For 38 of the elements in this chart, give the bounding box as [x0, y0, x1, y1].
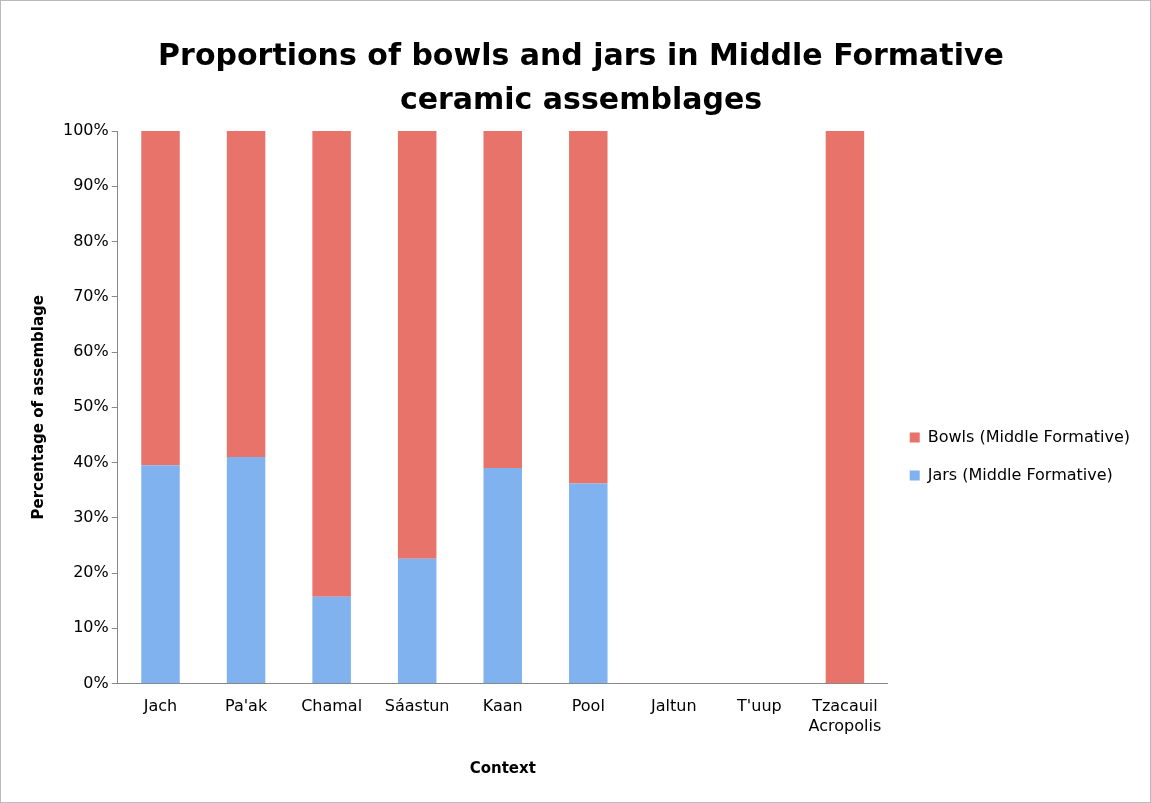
- y-tick-label: 10%: [73, 617, 109, 637]
- bar: [569, 483, 608, 684]
- y-tick-label: 20%: [73, 562, 109, 582]
- bar: [226, 131, 266, 458]
- y-tick-label: 50%: [73, 396, 109, 416]
- x-axis-title: Context: [469, 758, 536, 777]
- bar: [825, 131, 865, 684]
- y-tick-label: 40%: [73, 451, 109, 471]
- y-tick-label: 60%: [73, 341, 109, 361]
- bar: [141, 465, 180, 684]
- chart-title: Proportions of bowls and jars in Middle Formative ceramic assemblages: [157, 36, 1005, 118]
- y-tick-label: 100%: [62, 120, 109, 140]
- bar: [312, 596, 351, 684]
- y-tick-label: 90%: [73, 175, 109, 195]
- y-tick-label: 80%: [73, 230, 109, 250]
- x-tick-label: Pool: [571, 696, 605, 716]
- bar: [569, 131, 608, 484]
- x-tick-label: Jach: [142, 696, 178, 716]
- legend-label: Bowls (Middle Formative): [927, 426, 1130, 446]
- y-tick-label: 30%: [73, 506, 109, 526]
- y-axis-title: Percentage of assemblage: [28, 295, 47, 520]
- x-tick-label: Kaan: [482, 696, 523, 716]
- x-tick-label: Tzacauil Acropolis: [808, 696, 882, 735]
- x-tick-label: Jaltun: [650, 696, 697, 716]
- y-tick-label: 0%: [83, 672, 109, 692]
- bar: [397, 131, 437, 559]
- legend-label: Jars (Middle Formative): [926, 464, 1113, 484]
- x-tick-label: Pa'ak: [224, 696, 268, 716]
- bar: [397, 558, 437, 684]
- bar: [141, 131, 180, 466]
- bar: [312, 131, 351, 597]
- x-tick-label: Sáastun: [384, 696, 450, 716]
- y-tick-label: 70%: [73, 285, 109, 305]
- bar: [226, 457, 266, 684]
- x-tick-label: T'uup: [736, 696, 782, 716]
- bar: [483, 131, 522, 469]
- bar: [483, 468, 522, 684]
- x-tick-label: Chamal: [301, 696, 363, 716]
